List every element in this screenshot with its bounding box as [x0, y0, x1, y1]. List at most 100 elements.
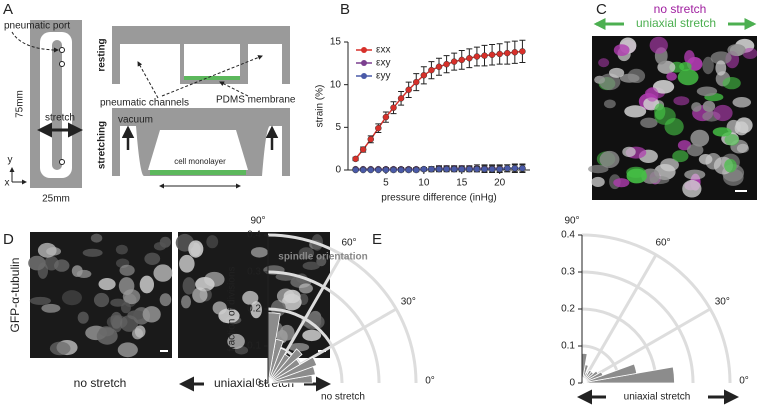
- cell: [134, 325, 146, 338]
- cell: [624, 105, 647, 118]
- cell: [93, 292, 110, 308]
- cell: [28, 255, 46, 271]
- legend-marker: [361, 47, 367, 53]
- x-tick-label: 15: [456, 178, 468, 189]
- grid-ring: [267, 233, 418, 384]
- cell: [90, 233, 103, 243]
- axis-label: y: [8, 155, 13, 166]
- legend-text: uniaxial stretch: [636, 16, 716, 30]
- scale-bar: [735, 190, 747, 192]
- r-tick-label: 0: [255, 378, 261, 389]
- annotation: pneumatic channels: [100, 98, 189, 109]
- cell: [736, 143, 749, 153]
- cell: [118, 277, 135, 295]
- resting-schematic: [112, 26, 290, 99]
- theta-tick-label: 30°: [715, 297, 730, 308]
- cell: [120, 302, 131, 314]
- cell: [666, 72, 677, 81]
- cell: [727, 43, 746, 57]
- point: [359, 166, 367, 174]
- cell: [677, 69, 699, 86]
- cell: [82, 248, 103, 257]
- y-tick-label: 10: [330, 79, 342, 90]
- cell: [742, 47, 757, 60]
- point: [466, 54, 473, 62]
- cell: [691, 102, 702, 112]
- cell: [61, 290, 82, 306]
- cell: [110, 298, 126, 307]
- grid-ring: [581, 233, 732, 384]
- theta-tick-label: 90°: [250, 216, 265, 227]
- cell: [705, 152, 722, 170]
- cell: [673, 96, 690, 106]
- x-axis-label: pressure difference (inHg): [381, 193, 496, 204]
- point: [504, 49, 511, 57]
- r-tick-label: 0: [569, 378, 575, 389]
- wedge: [581, 369, 593, 384]
- point: [450, 165, 458, 173]
- cell: [702, 100, 716, 112]
- cell: [153, 242, 167, 251]
- cell: [712, 127, 732, 137]
- cell: [598, 58, 610, 68]
- axis-label: GFP-α-tubulin: [8, 258, 22, 333]
- point: [367, 136, 374, 143]
- cell: [684, 50, 695, 65]
- point: [397, 166, 405, 174]
- cell: [206, 235, 219, 249]
- cell: [182, 277, 196, 295]
- point: [519, 48, 526, 55]
- y-tick-label: 5: [335, 122, 341, 133]
- cell: [599, 150, 620, 169]
- cell: [110, 311, 123, 329]
- cell: [49, 341, 71, 356]
- cell: [179, 254, 195, 273]
- wedge: [267, 356, 318, 384]
- cell: [640, 117, 658, 128]
- annotation: cell monolayer: [174, 157, 226, 166]
- panel-label: D: [3, 231, 14, 248]
- cell: [724, 158, 737, 173]
- panel-label: E: [372, 231, 382, 248]
- theta-tick-label: 0°: [425, 376, 435, 387]
- point: [435, 165, 443, 173]
- panel-label: B: [340, 1, 350, 18]
- cell: [181, 295, 192, 309]
- cell: [298, 247, 315, 259]
- cell: [679, 61, 692, 72]
- point: [420, 72, 428, 79]
- point: [481, 165, 488, 173]
- panel-label: A: [3, 1, 13, 18]
- r-tick-label: 0.2: [247, 304, 261, 315]
- point: [443, 60, 450, 68]
- theta-tick-label: 60°: [655, 237, 670, 248]
- cell: [288, 342, 310, 352]
- dimension: 25mm: [42, 194, 70, 205]
- grid-spoke: [580, 254, 658, 384]
- r-tick-label: 0.4: [247, 230, 261, 241]
- legend-text: εyy: [376, 71, 390, 82]
- r-tick-label: 0.3: [561, 267, 575, 278]
- cell: [686, 143, 704, 157]
- cell: [302, 329, 322, 342]
- point: [519, 165, 526, 172]
- legend-marker: [361, 60, 367, 66]
- y-axis-label: fraction of divisions: [227, 266, 238, 351]
- r-tick-label: 0.1: [247, 341, 261, 352]
- point: [405, 166, 412, 174]
- cell: [218, 308, 240, 324]
- point: [397, 95, 405, 102]
- cell: [645, 87, 659, 102]
- theta-tick-label: 30°: [401, 297, 416, 308]
- theta-tick-label: 90°: [564, 216, 579, 227]
- cell: [652, 80, 675, 94]
- legend-text: no stretch: [654, 2, 707, 16]
- x-tick-label: 5: [383, 178, 389, 189]
- point: [473, 165, 481, 173]
- annotation: vacuum: [118, 115, 153, 126]
- chart-title: spindle orientation: [278, 252, 367, 263]
- point: [496, 165, 503, 173]
- grid-ring: [267, 307, 344, 384]
- label: stretching: [97, 121, 108, 169]
